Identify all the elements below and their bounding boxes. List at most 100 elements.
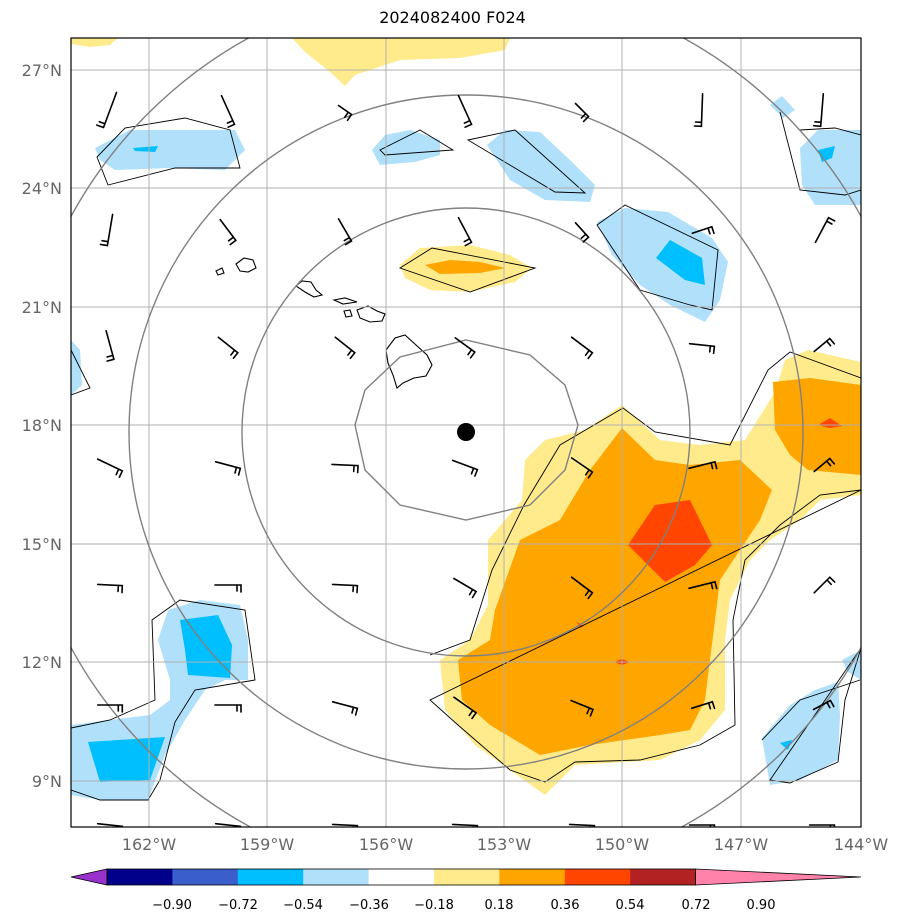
lon-tick-label: 144°W [834, 835, 889, 854]
lon-tick-label: 147°W [714, 835, 769, 854]
lat-tick-label: 27°N [22, 61, 62, 80]
wind-barb [808, 824, 836, 827]
colorbar-label: −0.90 [152, 898, 192, 913]
contour-line [71, 349, 91, 396]
wind-barb [690, 700, 716, 710]
field-negative-1-core [133, 146, 158, 152]
colorbar-label: 0.54 [616, 898, 645, 913]
colorbar-swatch [303, 869, 370, 885]
field-negative-1 [95, 130, 245, 170]
colorbar-swatch [237, 869, 304, 885]
colorbar-label: 0.18 [485, 898, 514, 913]
wind-barb [691, 225, 715, 235]
wind-barb [99, 213, 114, 247]
field-negative-3 [487, 130, 595, 202]
wind-barb [451, 459, 479, 477]
lat-axis-labels: 27°N 24°N 21°N 18°N 15°N 12°N 9°N [22, 61, 62, 791]
wind-barb [812, 699, 835, 711]
range-ring-2 [241, 207, 691, 657]
colorbar-label: −0.54 [283, 898, 323, 913]
wind-barb [220, 94, 236, 128]
lon-tick-label: 153°W [477, 835, 532, 854]
colorbar-swatch [499, 869, 566, 885]
colorbar-extend-min [70, 868, 108, 886]
lat-tick-label: 18°N [22, 416, 62, 435]
wind-barb [693, 93, 704, 128]
lat-tick-label: 12°N [22, 653, 62, 672]
map-title: 2024082400 F024 [379, 8, 526, 27]
wind-barb [813, 576, 836, 594]
wind-barb [331, 583, 359, 594]
contour-line [429, 351, 861, 783]
wind-barb [331, 823, 359, 827]
island-maui [356, 305, 386, 323]
wind-barb [688, 460, 718, 470]
island-molokai [332, 297, 358, 305]
lat-tick-label: 15°N [22, 535, 62, 554]
hawaiian-islands [215, 257, 433, 389]
wind-barb [688, 824, 716, 827]
field-negative-2 [372, 130, 440, 165]
field-positive-east-mid [773, 378, 861, 475]
wind-barb [453, 577, 478, 599]
field-negative-9-core [780, 740, 792, 750]
colorbar-swatch [564, 869, 631, 885]
field-negative-4-core [656, 240, 705, 285]
field-positive-top [292, 38, 510, 86]
wind-barb [574, 102, 590, 123]
field-negative-7 [71, 340, 82, 395]
colorbar-swatch [172, 869, 239, 885]
wind-barb [214, 461, 242, 476]
island-lanai [343, 309, 353, 318]
colorbar-swatch [368, 869, 435, 885]
lat-tick-label: 9°N [32, 772, 62, 791]
colorbar-label: 0.36 [551, 898, 580, 913]
contour-line [466, 129, 587, 194]
contour-line [71, 599, 256, 801]
colorbar-label: 0.90 [747, 898, 776, 913]
wind-barb [105, 329, 115, 362]
storm-center-marker [457, 423, 475, 441]
wind-barbs [96, 91, 836, 827]
map-plot-area [71, 38, 861, 827]
lon-tick-label: 159°W [240, 835, 295, 854]
wind-barb [214, 584, 242, 593]
wind-barb [217, 336, 239, 360]
contour-line [779, 111, 861, 196]
lat-tick-label: 24°N [22, 179, 62, 198]
wind-barb [813, 337, 836, 353]
wind-barb [568, 823, 596, 827]
island-oahu [295, 280, 324, 298]
colorbar-outline [106, 868, 696, 886]
colorbar-label: −0.36 [349, 898, 389, 913]
wind-barb [457, 216, 473, 247]
field-positive-north-core [425, 260, 505, 274]
wind-barb [570, 699, 595, 717]
lon-tick-label: 150°W [595, 835, 650, 854]
wind-barb [96, 91, 118, 129]
wind-barb [214, 822, 242, 827]
colorbar-label: −0.72 [218, 898, 258, 913]
wind-barb [453, 696, 478, 720]
field-negative-4 [597, 208, 728, 322]
range-ring-1 [354, 339, 579, 521]
colorbar-swatch [434, 869, 500, 885]
wind-barb [96, 704, 124, 713]
contour-lines [71, 111, 861, 801]
lat-tick-label: 21°N [22, 298, 62, 317]
colorbar-label: −0.18 [414, 898, 454, 913]
wind-barb [570, 576, 594, 600]
lon-tick-label: 162°W [122, 835, 177, 854]
lon-tick-label: 156°W [359, 835, 414, 854]
wind-barb [451, 823, 479, 827]
lon-axis-labels: 162°W 159°W 156°W 153°W 150°W 147°W 144°… [122, 835, 889, 854]
wind-barb [454, 337, 476, 359]
wind-barb [813, 457, 836, 473]
colorbar-extend-max [695, 868, 862, 886]
wind-barb [96, 583, 124, 594]
field-positive-topleft [71, 38, 118, 47]
range-ring-3 [128, 94, 804, 770]
contour-line [398, 247, 537, 293]
island-kauai [235, 257, 257, 273]
